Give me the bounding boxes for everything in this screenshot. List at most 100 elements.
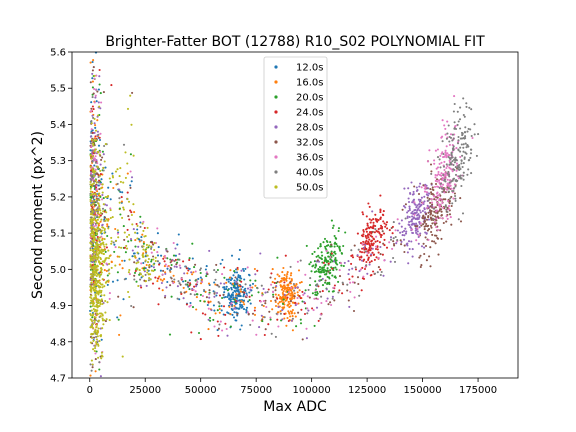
scatter-point <box>415 206 418 209</box>
scatter-point <box>459 197 462 200</box>
scatter-point <box>219 320 222 323</box>
scatter-point <box>190 271 193 274</box>
scatter-point <box>93 305 97 308</box>
scatter-point <box>105 262 108 265</box>
scatter-point <box>117 295 120 298</box>
scatter-point <box>287 310 290 313</box>
scatter-point <box>423 220 427 223</box>
scatter-point <box>470 172 473 175</box>
scatter-point <box>316 298 319 301</box>
scatter-point <box>276 256 279 259</box>
scatter-point <box>316 283 319 286</box>
scatter-point <box>362 246 365 249</box>
scatter-point <box>226 334 229 337</box>
scatter-point <box>96 114 100 117</box>
scatter-point <box>242 269 245 272</box>
scatter-point <box>291 315 294 318</box>
scatter-point <box>224 322 227 325</box>
scatter-point <box>96 130 99 133</box>
scatter-point <box>254 279 257 282</box>
scatter-point <box>129 186 132 189</box>
scatter-point <box>407 262 410 265</box>
scatter-point <box>374 228 377 231</box>
scatter-point <box>319 317 322 320</box>
scatter-point <box>274 293 277 296</box>
x-axis-ticks: 0 25000 50000 75000 100000 125000 150000 175000 <box>87 378 497 396</box>
scatter-point <box>95 100 98 103</box>
scatter-point <box>254 273 257 276</box>
scatter-point <box>462 171 465 174</box>
scatter-point <box>246 311 249 314</box>
scatter-point <box>433 240 436 243</box>
scatter-point <box>350 262 353 265</box>
scatter-point <box>427 238 430 241</box>
scatter-point <box>435 226 438 229</box>
scatter-point <box>450 180 453 183</box>
scatter-point <box>96 331 99 334</box>
scatter-point <box>316 292 319 295</box>
scatter-point <box>431 240 434 243</box>
scatter-point <box>94 88 97 91</box>
scatter-point <box>446 210 449 214</box>
scatter-point <box>91 366 94 369</box>
scatter-point <box>459 155 462 159</box>
scatter-point <box>362 213 365 216</box>
scatter-point <box>92 193 95 196</box>
scatter-point <box>377 256 380 259</box>
scatter-point <box>438 193 441 197</box>
scatter-point <box>388 241 391 244</box>
scatter-point <box>94 328 97 331</box>
scatter-point <box>112 241 115 244</box>
scatter-point <box>189 301 192 305</box>
scatter-point <box>321 277 324 280</box>
scatter-point <box>199 293 202 296</box>
scatter-point <box>95 243 99 246</box>
scatter-point <box>89 363 92 366</box>
scatter-point <box>119 167 122 170</box>
scatter-point <box>317 247 320 250</box>
scatter-point <box>94 230 97 233</box>
scatter-point <box>344 231 347 234</box>
scatter-point <box>364 235 367 238</box>
scatter-point <box>240 324 243 327</box>
scatter-point <box>452 137 455 140</box>
scatter-point <box>126 235 129 238</box>
scatter-point <box>124 151 127 154</box>
scatter-point <box>218 305 221 308</box>
scatter-point <box>407 197 410 200</box>
scatter-point <box>99 315 102 318</box>
scatter-point <box>260 314 263 317</box>
scatter-point <box>420 245 424 248</box>
scatter-point <box>410 212 413 215</box>
scatter-point <box>416 189 419 192</box>
scatter-point <box>438 199 441 202</box>
scatter-point <box>440 161 443 164</box>
scatter-point <box>279 279 282 283</box>
scatter-point <box>92 336 96 339</box>
scatter-point <box>142 220 145 223</box>
scatter-point <box>236 313 239 316</box>
scatter-point <box>324 281 327 284</box>
scatter-point <box>97 202 100 205</box>
scatter-point <box>455 169 458 172</box>
scatter-point <box>374 245 378 248</box>
scatter-point <box>365 215 368 218</box>
scatter-point <box>264 328 267 331</box>
scatter-point <box>239 275 242 278</box>
scatter-point <box>290 319 293 322</box>
scatter-point <box>399 239 402 242</box>
scatter-point <box>245 292 248 295</box>
scatter-point <box>372 221 375 224</box>
scatter-point <box>316 259 319 262</box>
scatter-point <box>322 266 325 269</box>
scatter-point <box>233 279 236 282</box>
scatter-point <box>234 294 238 298</box>
scatter-point <box>100 351 103 354</box>
scatter-point <box>315 270 318 273</box>
scatter-point <box>423 200 426 203</box>
scatter-point <box>302 293 305 296</box>
scatter-point <box>133 271 137 274</box>
scatter-point <box>347 260 350 263</box>
scatter-point <box>451 160 454 163</box>
scatter-point <box>157 303 160 306</box>
